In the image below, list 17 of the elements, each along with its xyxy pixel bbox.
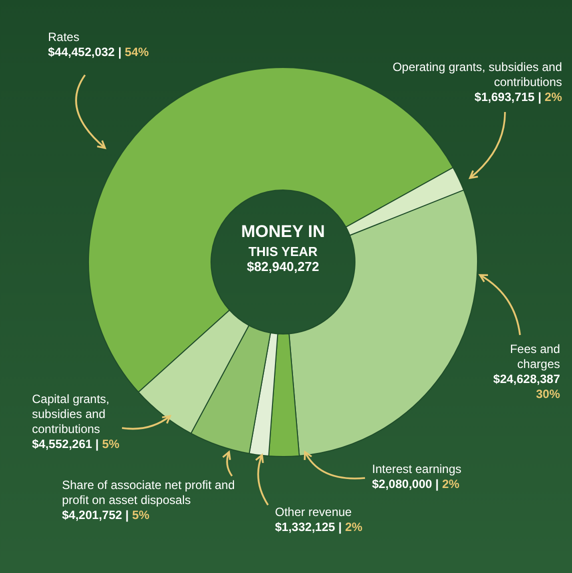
data-label: $24,628,387 30% <box>492 372 560 402</box>
data-label: $2,080,000 | 2% <box>372 477 460 491</box>
text: MONEY IN <box>240 222 326 242</box>
slice-label: Operating grants, subsidies and contributions <box>392 60 562 90</box>
slice-label: Interest earnings <box>372 462 462 477</box>
slice-label: Other revenue <box>275 505 353 520</box>
data-label: $1,693,715 | 2% <box>474 90 562 104</box>
data-label: $4,201,752 | 5% <box>62 508 150 522</box>
text: THIS YEAR <box>247 244 319 259</box>
data-label: $44,452,032 | 54% <box>48 45 149 59</box>
slice-label: Capital grants, subsidies and contributions <box>32 392 110 437</box>
slice-label: Rates <box>48 30 80 45</box>
data-label: $1,332,125 | 2% <box>275 520 362 534</box>
text: $82,940,272 <box>246 259 320 274</box>
data-label: $4,552,261 | 5% <box>32 437 120 451</box>
slice-label: Fees and charges <box>508 342 560 372</box>
slice-label: Share of associate net profit and profit on asset disposals <box>62 478 236 508</box>
